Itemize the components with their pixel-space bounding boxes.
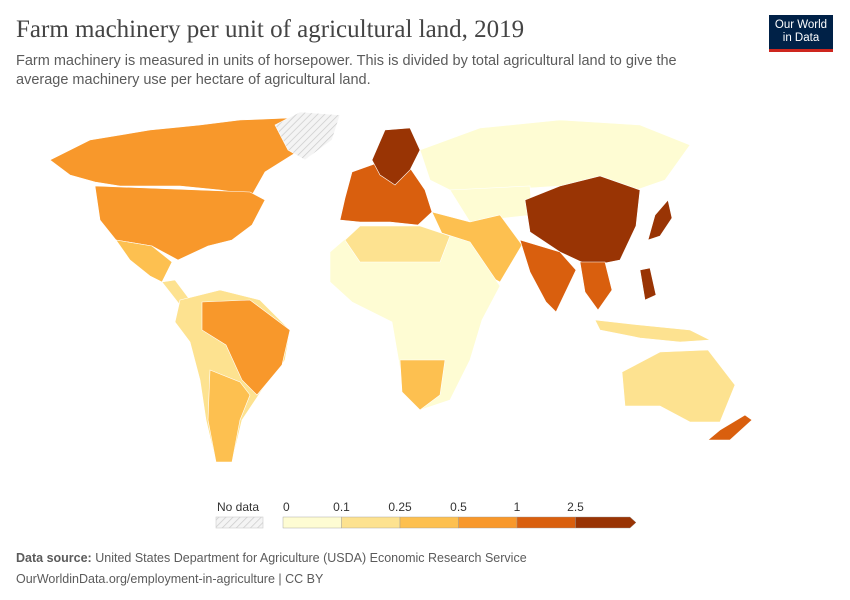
- region-new-zealand[interactable]: [707, 414, 753, 441]
- logo-line-2: in Data: [782, 32, 820, 44]
- logo-line-1: Our World: [774, 19, 828, 31]
- source-label: Data source:: [16, 551, 92, 565]
- region-southern-africa[interactable]: [399, 359, 446, 411]
- region-indonesia[interactable]: [594, 319, 712, 343]
- page-title: Farm machinery per unit of agricultural …: [16, 16, 525, 43]
- region-argentina[interactable]: [207, 369, 251, 463]
- region-central-asia[interactable]: [449, 185, 533, 223]
- region-australia[interactable]: [621, 349, 736, 423]
- region-russia[interactable]: [419, 119, 691, 196]
- legend-bin-5[interactable]: [575, 516, 637, 529]
- legend-bin-0[interactable]: [282, 516, 342, 529]
- region-north-africa[interactable]: [344, 225, 451, 263]
- legend-tick-label: 0.5: [450, 500, 467, 514]
- source-url[interactable]: OurWorldinData.org/employment-in-agricul…: [16, 572, 324, 586]
- legend-bin-4[interactable]: [516, 516, 576, 529]
- legend-bin-3[interactable]: [458, 516, 518, 529]
- owid-logo[interactable]: Our World in Data: [769, 15, 833, 52]
- region-canada-alaska[interactable]: [49, 117, 321, 196]
- region-greenland[interactable]: [274, 111, 341, 161]
- legend-tick-label: 0: [283, 500, 290, 514]
- region-southeast-asia[interactable]: [579, 261, 613, 311]
- region-india[interactable]: [519, 239, 577, 313]
- legend-no-data-label: No data: [217, 500, 259, 514]
- legend-bin-2[interactable]: [399, 516, 459, 529]
- legend-tick-label: 1: [514, 500, 521, 514]
- region-northern-europe[interactable]: [371, 127, 421, 186]
- region-europe[interactable]: [339, 161, 433, 226]
- region-usa[interactable]: [94, 185, 266, 261]
- region-japan[interactable]: [647, 199, 673, 241]
- region-philippines[interactable]: [639, 267, 657, 301]
- world-map: [49, 111, 753, 463]
- legend-tick-label: 0.1: [333, 500, 350, 514]
- region-brazil[interactable]: [201, 299, 291, 396]
- legend-tick-label: 0.25: [388, 500, 412, 514]
- legend-bin-1[interactable]: [341, 516, 401, 529]
- legend-no-data-swatch: [215, 516, 264, 529]
- source-text: United States Department for Agriculture…: [95, 551, 527, 565]
- legend-tick-label: 2.5: [567, 500, 584, 514]
- region-china[interactable]: [524, 175, 641, 267]
- footer: Data source: United States Department fo…: [16, 548, 527, 590]
- subtitle: Farm machinery is measured in units of h…: [16, 53, 677, 88]
